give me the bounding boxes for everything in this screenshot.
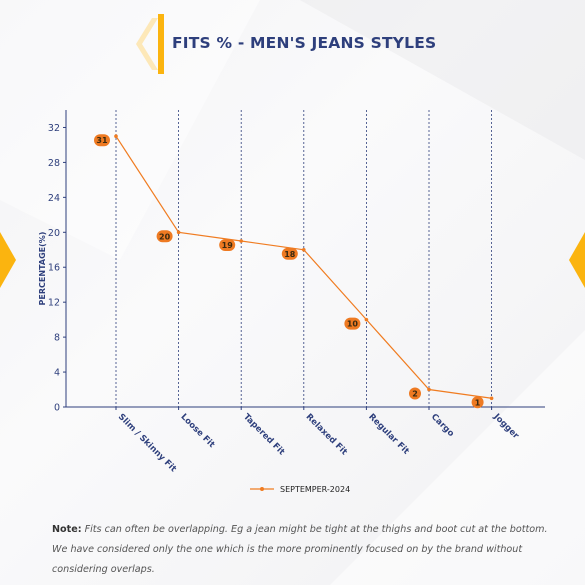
data-label: 1 xyxy=(475,398,481,407)
y-tick-label: 28 xyxy=(48,158,60,169)
data-label-badge xyxy=(409,387,421,400)
x-tick-label: Jogger xyxy=(491,411,521,441)
y-axis-label: PERCENTAGE(%) xyxy=(38,232,47,306)
title-accent-icon xyxy=(136,14,164,74)
prev-slide-arrow-icon[interactable] xyxy=(0,232,18,288)
data-label: 31 xyxy=(96,136,108,145)
x-tick-label: Cargo xyxy=(429,412,456,439)
data-label-badge xyxy=(344,317,361,330)
y-tick-label: 12 xyxy=(48,298,60,309)
data-labels: 31 20 19 18 10 2 1 xyxy=(94,134,484,409)
data-point xyxy=(489,396,494,401)
x-axis-ticks: Slim / Skinny Fit Loose Fit Tapered Fit Rel… xyxy=(115,407,521,474)
data-label: 2 xyxy=(412,390,418,399)
footnote: Note: Fits can often be overlapping. Eg … xyxy=(52,520,552,580)
y-tick-label: 8 xyxy=(54,333,60,344)
page-title: FITS % - MEN'S JEANS STYLES xyxy=(172,34,437,52)
data-point xyxy=(114,134,118,139)
data-point xyxy=(239,239,243,243)
data-label-badge xyxy=(156,230,173,243)
y-tick-label: 32 xyxy=(48,123,60,134)
data-point xyxy=(302,247,306,252)
x-tick-label: Relaxed Fit xyxy=(304,412,349,457)
y-tick-label: 4 xyxy=(54,368,60,379)
y-tick-label: 20 xyxy=(48,228,60,239)
y-tick-label: 24 xyxy=(48,193,60,204)
data-point xyxy=(176,230,181,235)
x-tick-label: Loose Fit xyxy=(178,412,216,450)
y-tick-label: 16 xyxy=(48,263,60,274)
chart-grid xyxy=(115,110,493,407)
x-tick-label: Tapered Fit xyxy=(241,412,286,457)
x-tick-label: Regular Fit xyxy=(366,412,411,457)
data-label-badge xyxy=(281,247,298,260)
data-label-badge xyxy=(471,396,484,409)
next-slide-arrow-icon[interactable] xyxy=(567,232,585,288)
note-text: Fits can often be overlapping. Eg a jean… xyxy=(52,524,548,575)
chart-legend: SEPTEMPER-2024 xyxy=(250,484,350,494)
legend-entry: SEPTEMPER-2024 xyxy=(280,484,351,494)
note-label: Note: xyxy=(52,524,82,535)
data-points xyxy=(114,134,494,401)
legend-line-icon xyxy=(250,487,274,491)
data-point xyxy=(364,317,369,322)
y-tick-label: 0 xyxy=(54,403,60,414)
y-axis-ticks: 0 4 8 12 16 20 24 28 32 xyxy=(48,123,66,414)
data-label: 19 xyxy=(222,241,234,250)
data-label-badge xyxy=(94,134,110,147)
data-label: 20 xyxy=(159,232,171,241)
data-label: 10 xyxy=(347,320,359,329)
data-label: 18 xyxy=(284,250,296,259)
chart-axes xyxy=(65,110,545,408)
data-point xyxy=(427,387,431,392)
x-tick-label: Slim / Skinny Fit xyxy=(116,412,178,474)
data-label-badge xyxy=(219,239,236,252)
